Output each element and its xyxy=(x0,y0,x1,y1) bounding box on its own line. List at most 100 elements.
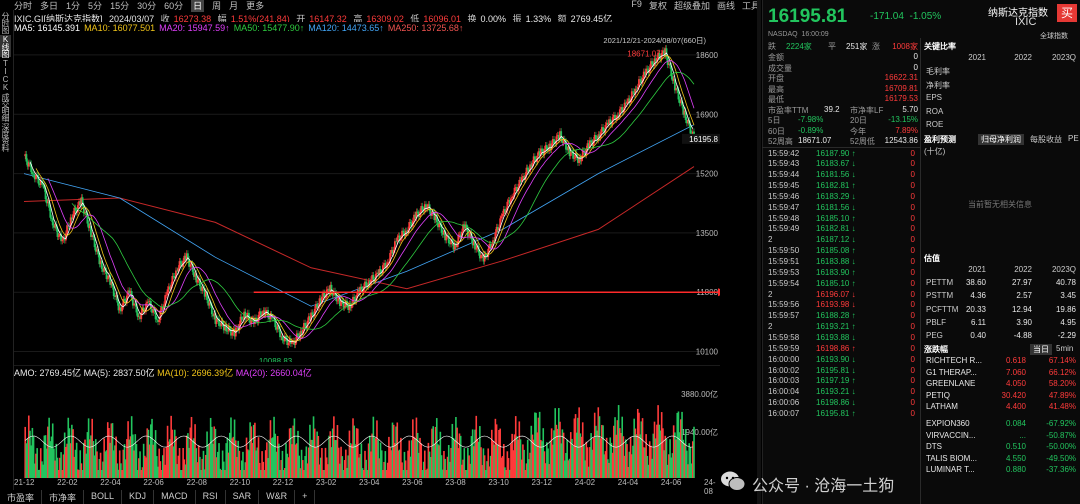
movers-tab-1[interactable]: 5min xyxy=(1056,344,1074,353)
candle-body xyxy=(385,264,388,268)
candle-body xyxy=(48,201,51,208)
mover-row[interactable]: LUMINAR T... 0.880 -37.36% xyxy=(924,465,1078,477)
volume-chart[interactable]: 3880.00亿 1940.00亿 xyxy=(14,365,720,478)
volume-bar xyxy=(586,447,589,478)
indicator-tab-6[interactable]: SAR xyxy=(226,490,260,504)
volume-bar xyxy=(215,457,218,478)
volume-bar xyxy=(552,444,554,478)
rail-tab-2[interactable]: TICK xyxy=(1,59,10,91)
volume-bar xyxy=(681,411,683,478)
candle-body xyxy=(384,263,387,268)
timeframe-2[interactable]: 1分 xyxy=(66,1,81,11)
mover-row[interactable]: RICHTECH R... 0.618 67.14% xyxy=(924,356,1078,368)
forecast-tab-2[interactable]: PE xyxy=(1068,134,1079,143)
timeframe-3[interactable]: 5分 xyxy=(88,1,103,11)
panel-scrollbar[interactable] xyxy=(757,0,761,504)
volume-bar xyxy=(132,434,134,478)
x-tick-7: 23-02 xyxy=(315,478,337,487)
breadth-flat-value: 251家 xyxy=(846,42,868,51)
rail-tab-4[interactable]: 深度资料 xyxy=(1,123,10,151)
rail-tab-0[interactable]: 分时图 xyxy=(1,12,10,33)
buy-button[interactable]: 买 xyxy=(1057,4,1077,22)
amo-legend: AMO: 2769.45亿 MA(5): 2837.50亿 MA(10): 26… xyxy=(14,366,312,379)
volume-bar xyxy=(24,426,26,478)
mover-row[interactable]: TALIS BIOM... 4.550 -49.50% xyxy=(924,454,1078,466)
mover-row[interactable]: LATHAM 4.400 41.48% xyxy=(924,402,1078,414)
forecast-tab-1[interactable]: 每股收益 xyxy=(1030,135,1062,144)
indicator-tab-8[interactable]: + xyxy=(295,490,316,504)
x-tick-12: 23-12 xyxy=(531,478,552,487)
candle-body xyxy=(220,320,223,326)
candle-body xyxy=(633,91,636,95)
indicator-tab-7[interactable]: W&R xyxy=(259,490,296,504)
candle-body xyxy=(57,236,60,237)
volume-bar xyxy=(408,440,411,478)
mover-row[interactable]: G1 THERAP... 7.060 66.12% xyxy=(924,368,1078,380)
candle-body xyxy=(39,180,42,185)
movers-tab-0[interactable]: 当日 xyxy=(1030,344,1052,355)
timeframe-7[interactable]: 日 xyxy=(191,0,205,12)
volume-bar xyxy=(121,470,123,478)
toolbar-tool-1[interactable]: 复权 xyxy=(648,1,667,11)
mover-row[interactable]: DTS 0.510 -50.00% xyxy=(924,442,1078,454)
candle-body xyxy=(634,88,637,95)
candle-body xyxy=(365,281,368,286)
candle-body xyxy=(110,281,113,285)
candle-body xyxy=(469,232,472,236)
tick-price: 16193.90 ↓ xyxy=(816,354,856,364)
candle-body xyxy=(259,311,262,316)
toolbar-tool-0[interactable]: F9 xyxy=(631,0,642,9)
volume-bar xyxy=(684,429,687,478)
price-change: -171.04 -1.05% xyxy=(870,11,941,22)
global-index-link[interactable]: 全球指数 xyxy=(1040,33,1068,40)
timeframe-10[interactable]: 更多 xyxy=(246,1,265,11)
volume-bar xyxy=(37,470,40,478)
timeframe-6[interactable]: 60分 xyxy=(164,1,184,11)
tick-price: 16187.12 ↓ xyxy=(816,235,856,245)
mover-row[interactable]: VIRVACCIN...... -50.87% xyxy=(924,431,1078,443)
candle-body xyxy=(480,254,482,259)
indicator-tab-4[interactable]: MACD xyxy=(154,490,196,504)
forecast-tab-0[interactable]: 归母净利润 xyxy=(978,134,1024,145)
timeframe-5[interactable]: 30分 xyxy=(137,1,157,11)
volume-bar xyxy=(345,449,347,478)
candle-body xyxy=(544,145,547,150)
volume-bar xyxy=(197,445,200,478)
timeframe-9[interactable]: 月 xyxy=(229,1,239,11)
timeframe-0[interactable]: 分时 xyxy=(14,1,33,11)
summary-value: 0 xyxy=(913,52,918,61)
mover-row[interactable]: EXPION360 0.084 -67.92% xyxy=(924,419,1078,431)
timeframe-4[interactable]: 15分 xyxy=(110,1,130,11)
toolbar-tool-2[interactable]: 超级叠加 xyxy=(673,1,710,11)
volume-bar xyxy=(226,437,229,478)
indicator-tab-5[interactable]: RSI xyxy=(196,490,226,504)
volume-bar xyxy=(106,422,109,478)
mover-row[interactable]: PETIQ 30.420 47.89% xyxy=(924,391,1078,403)
candlestick-chart[interactable]: 1860016900152001350011800101002021/12/21… xyxy=(14,34,720,362)
indicator-tab-2[interactable]: BOLL xyxy=(84,490,123,504)
timeframe-1[interactable]: 多日 xyxy=(40,1,59,11)
volume-bar xyxy=(556,428,559,478)
candle-body xyxy=(258,311,261,315)
indicator-tab-0[interactable]: 市盈率 xyxy=(0,490,43,504)
rail-tab-1[interactable]: K线图 xyxy=(0,35,11,57)
timeframe-8[interactable]: 周 xyxy=(212,1,222,11)
volume-bar xyxy=(120,463,122,478)
toolbar-tool-4[interactable]: 工具 xyxy=(741,1,760,11)
tick-row: 15:59:59 16198.86 ↑ 0 xyxy=(768,344,918,355)
candle-body xyxy=(209,302,212,305)
indicator-tab-1[interactable]: 市净率 xyxy=(42,490,85,504)
toolbar-tool-3[interactable]: 画线 xyxy=(716,1,735,11)
mover-name: LATHAM xyxy=(926,402,958,412)
volume-bar xyxy=(630,454,633,478)
perf-value: 18671.07 xyxy=(798,136,832,145)
candle-body xyxy=(297,333,299,336)
volume-bar xyxy=(86,432,89,478)
volume-bar xyxy=(62,454,65,478)
volume-bar xyxy=(589,447,591,478)
tick-row: 2 16193.21 ↑ 0 xyxy=(768,322,918,333)
mover-row[interactable]: GREENLANE 4.050 58.20% xyxy=(924,379,1078,391)
rail-tab-3[interactable]: 成交明细 xyxy=(1,93,10,121)
tick-time: 16:00:04 xyxy=(768,387,800,397)
indicator-tab-3[interactable]: KDJ xyxy=(122,490,155,504)
